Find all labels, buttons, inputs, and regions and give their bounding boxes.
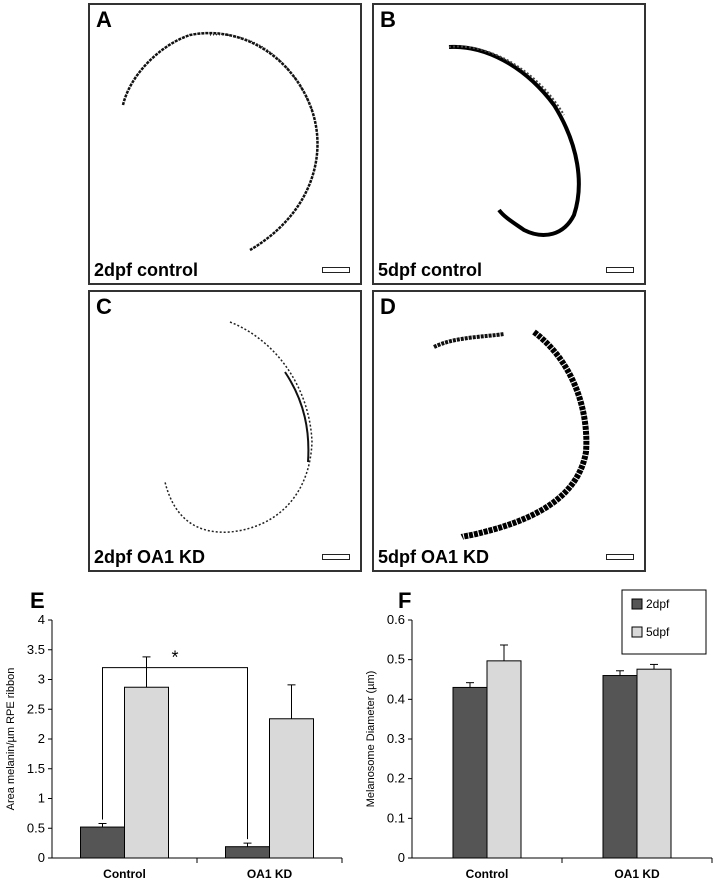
y-tick-label: 0.6 [387, 612, 405, 627]
y-tick-label: 0.5 [27, 820, 45, 835]
panel-letter: A [96, 7, 112, 32]
panel-a-micrograph [121, 31, 319, 252]
significance-bracket [102, 667, 248, 840]
panel-caption: 2dpf control [94, 260, 198, 280]
y-tick-label: 0.1 [387, 810, 405, 825]
bar [80, 826, 125, 859]
x-tick-label: Control [103, 867, 146, 881]
y-tick-label: 4 [38, 612, 45, 627]
panel-letter: C [96, 294, 112, 319]
panel-b: B 5dpf control [372, 3, 646, 285]
bar [452, 686, 488, 859]
panel-d-micrograph [433, 329, 590, 540]
scale-bar [606, 267, 634, 273]
bar [636, 668, 672, 859]
bar [225, 846, 270, 859]
y-tick-label: 1.5 [27, 761, 45, 776]
significance-marker: * [171, 648, 178, 668]
panel-b-micrograph [448, 44, 581, 237]
legend-label: 5dpf [646, 625, 670, 639]
y-tick-label: 2.5 [27, 701, 45, 716]
y-tick-label: 3.5 [27, 642, 45, 657]
panel-d: D 5dpf OA1 KD [372, 290, 646, 572]
panel-a: A 2dpf control [88, 3, 362, 285]
y-tick-label: 0.4 [387, 691, 405, 706]
y-tick-label: 0.2 [387, 771, 405, 786]
legend-swatch [631, 626, 643, 638]
bar [269, 718, 314, 859]
x-tick-label: OA1 KD [247, 867, 293, 881]
y-axis-label: Melanosome Diameter (µm) [365, 671, 377, 808]
panel-caption: 2dpf OA1 KD [94, 547, 206, 567]
chart-f: 0 0.1 0.2 0.3 0.4 0.5 0.6 Melanosome Diameter (… [365, 589, 713, 881]
chart-f-letter: F [398, 588, 412, 613]
panel-caption: 5dpf OA1 KD [378, 547, 490, 567]
y-tick-label: 3 [38, 672, 45, 687]
panel-c-micrograph [164, 321, 313, 533]
y-tick-label: 0.5 [387, 652, 405, 667]
legend-label: 2dpf [646, 597, 670, 611]
x-tick-label: OA1 KD [614, 867, 660, 881]
chart-e: 0 0.5 1 1.5 2 2.5 3 3.5 4 Area melanin/µm RPE rib… [5, 612, 343, 881]
x-tick-label: Control [466, 867, 509, 881]
bar [486, 660, 522, 859]
panel-letter: B [380, 7, 396, 32]
y-tick-label: 0.3 [387, 731, 405, 746]
bar [124, 686, 169, 859]
y-tick-label: 2 [38, 731, 45, 746]
panel-caption: 5dpf control [378, 260, 482, 280]
scale-bar [322, 267, 350, 273]
chart-e-letter: E [30, 588, 45, 613]
panel-c: C 2dpf OA1 KD [88, 290, 362, 572]
bar [602, 675, 638, 859]
y-tick-label: 0 [398, 850, 405, 865]
scale-bar [606, 554, 634, 560]
panel-letter: D [380, 294, 396, 319]
y-axis-label: Area melanin/µm RPE ribbon [5, 668, 17, 811]
y-tick-label: 1 [38, 791, 45, 806]
y-tick-label: 0 [38, 850, 45, 865]
scale-bar [322, 554, 350, 560]
legend-swatch [631, 598, 643, 610]
